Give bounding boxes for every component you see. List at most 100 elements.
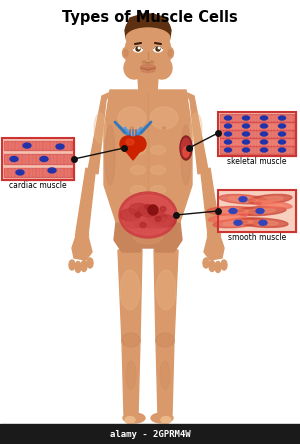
Ellipse shape (125, 218, 143, 228)
Ellipse shape (124, 57, 144, 79)
Bar (220, 132, 294, 135)
Ellipse shape (56, 144, 64, 149)
Ellipse shape (160, 361, 170, 389)
Ellipse shape (182, 138, 190, 158)
Polygon shape (104, 90, 192, 222)
Ellipse shape (94, 113, 106, 143)
Ellipse shape (248, 220, 278, 225)
Ellipse shape (138, 205, 158, 217)
Polygon shape (156, 340, 174, 415)
Ellipse shape (223, 220, 253, 226)
Ellipse shape (242, 140, 250, 144)
Ellipse shape (224, 132, 232, 136)
Ellipse shape (207, 206, 259, 215)
Ellipse shape (278, 148, 286, 152)
Polygon shape (122, 340, 140, 415)
Ellipse shape (260, 140, 268, 144)
Ellipse shape (224, 140, 232, 144)
Ellipse shape (215, 262, 221, 273)
Ellipse shape (16, 170, 24, 175)
Ellipse shape (203, 258, 209, 268)
Bar (4, 168, 72, 177)
Ellipse shape (118, 107, 146, 129)
Ellipse shape (48, 168, 56, 173)
Ellipse shape (136, 65, 160, 81)
Ellipse shape (238, 218, 288, 227)
Polygon shape (125, 14, 171, 38)
Bar (4, 157, 72, 161)
Polygon shape (204, 236, 224, 260)
Ellipse shape (224, 148, 232, 152)
Ellipse shape (141, 67, 155, 72)
Ellipse shape (75, 262, 81, 273)
Ellipse shape (152, 57, 172, 79)
Ellipse shape (120, 270, 140, 310)
Polygon shape (185, 92, 208, 174)
Ellipse shape (262, 202, 284, 207)
Text: skeletal muscle: skeletal muscle (227, 157, 287, 166)
Ellipse shape (134, 46, 142, 52)
Ellipse shape (126, 17, 170, 39)
Ellipse shape (120, 209, 140, 221)
Ellipse shape (234, 206, 286, 216)
Bar (218, 190, 296, 232)
Bar (220, 131, 294, 138)
Ellipse shape (229, 209, 237, 214)
Ellipse shape (260, 148, 268, 152)
Ellipse shape (147, 212, 167, 224)
Ellipse shape (122, 195, 174, 235)
Ellipse shape (254, 201, 292, 209)
Ellipse shape (242, 124, 250, 128)
Text: Types of Muscle Cells: Types of Muscle Cells (62, 10, 238, 25)
Ellipse shape (105, 125, 115, 185)
Ellipse shape (167, 48, 173, 59)
Ellipse shape (130, 127, 134, 129)
Ellipse shape (278, 140, 286, 144)
Bar (4, 170, 72, 175)
Ellipse shape (156, 333, 174, 347)
Ellipse shape (119, 192, 177, 238)
Ellipse shape (69, 260, 75, 270)
Bar (220, 115, 294, 122)
Ellipse shape (248, 194, 292, 204)
Ellipse shape (234, 220, 242, 225)
Text: cardiac muscle: cardiac muscle (9, 181, 67, 190)
Ellipse shape (242, 116, 250, 120)
Ellipse shape (180, 136, 192, 160)
Ellipse shape (126, 28, 170, 48)
Ellipse shape (229, 197, 257, 202)
Ellipse shape (148, 205, 158, 215)
Ellipse shape (244, 209, 276, 214)
Ellipse shape (40, 156, 48, 162)
Bar (4, 141, 72, 150)
Polygon shape (72, 236, 92, 260)
Text: smooth muscle: smooth muscle (228, 233, 286, 242)
Text: alamy - 2GPRM4W: alamy - 2GPRM4W (110, 429, 190, 439)
Ellipse shape (208, 230, 220, 239)
Bar (218, 112, 296, 156)
Ellipse shape (81, 261, 87, 271)
Bar (220, 116, 294, 119)
Ellipse shape (76, 230, 88, 239)
Bar (220, 123, 294, 130)
Ellipse shape (242, 132, 250, 136)
Bar (220, 139, 294, 146)
Polygon shape (121, 145, 145, 160)
Polygon shape (201, 168, 220, 235)
Ellipse shape (125, 26, 171, 78)
Ellipse shape (23, 143, 31, 148)
Polygon shape (76, 168, 95, 235)
Ellipse shape (256, 209, 264, 214)
Ellipse shape (168, 49, 172, 56)
Ellipse shape (124, 49, 128, 56)
Ellipse shape (209, 261, 215, 271)
Ellipse shape (141, 64, 155, 70)
Ellipse shape (154, 46, 163, 52)
Ellipse shape (136, 47, 140, 51)
Ellipse shape (260, 124, 268, 128)
Ellipse shape (278, 132, 286, 136)
Ellipse shape (122, 48, 130, 59)
Bar (220, 148, 294, 151)
Ellipse shape (224, 116, 232, 120)
Polygon shape (154, 250, 178, 342)
